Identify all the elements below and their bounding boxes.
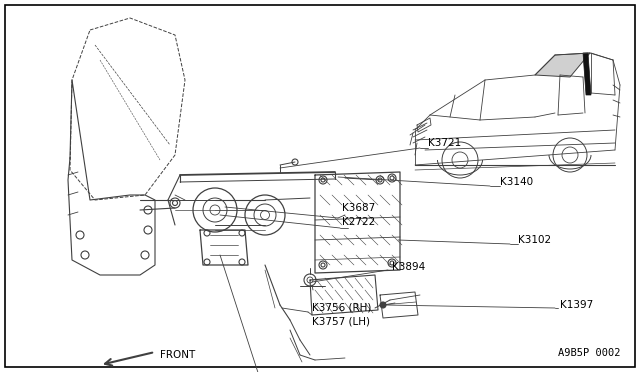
Circle shape	[380, 302, 386, 308]
Text: K3687: K3687	[342, 203, 375, 213]
Text: K3721: K3721	[428, 138, 461, 148]
Text: K3140: K3140	[500, 177, 533, 187]
Text: K1397: K1397	[560, 300, 593, 310]
Text: A9B5P 0002: A9B5P 0002	[557, 348, 620, 358]
Polygon shape	[583, 53, 591, 95]
Text: K3102: K3102	[518, 235, 551, 245]
Text: K3757 (LH): K3757 (LH)	[312, 317, 370, 327]
Text: K3894: K3894	[392, 262, 425, 272]
Polygon shape	[535, 53, 590, 77]
Text: K2722: K2722	[342, 217, 375, 227]
Text: FRONT: FRONT	[160, 350, 195, 360]
Text: K3756 (RH): K3756 (RH)	[312, 303, 371, 313]
